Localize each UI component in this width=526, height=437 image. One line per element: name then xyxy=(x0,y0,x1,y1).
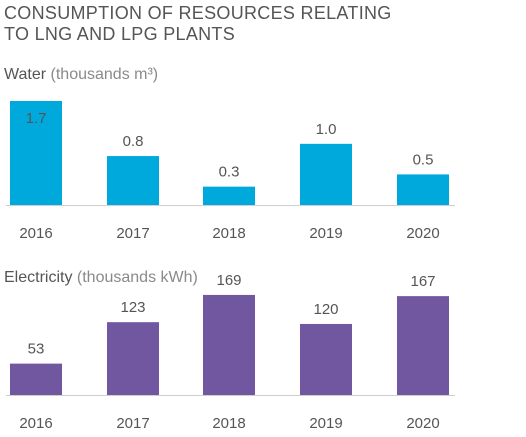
water-value-label-2017: 0.8 xyxy=(123,133,144,150)
electricity-chart-unit: (thousands kWh) xyxy=(76,269,198,286)
water-tick-label-2020: 2020 xyxy=(406,225,439,242)
electricity-bar-2018 xyxy=(203,294,255,395)
water-value-label-2016: 1.7 xyxy=(26,110,47,127)
page-title: CONSUMPTION OF RESOURCES RELATING TO LNG… xyxy=(4,3,392,45)
page-title-line2: TO LNG AND LPG PLANTS xyxy=(4,24,236,44)
water-tick-label-2017: 2017 xyxy=(116,225,149,242)
electricity-chart-name: Electricity xyxy=(4,269,73,286)
water-chart-title: Water (thousands m³) xyxy=(4,66,158,84)
electricity-bar-2016 xyxy=(10,363,62,395)
electricity-tick-label-2019: 2019 xyxy=(309,415,342,432)
water-bar-2018 xyxy=(203,186,255,205)
electricity-tick-label-2018: 2018 xyxy=(212,415,245,432)
electricity-bar-2019 xyxy=(300,323,352,395)
water-bar-2020 xyxy=(397,174,449,205)
electricity-value-label-2019: 120 xyxy=(313,301,338,318)
water-bar-2016 xyxy=(10,101,62,205)
water-tick-label-2019: 2019 xyxy=(309,225,342,242)
electricity-bar-2017 xyxy=(107,322,159,395)
electricity-chart-title: Electricity (thousands kWh) xyxy=(4,269,198,287)
water-bar-chart: 1.7 2016 0.8 2017 0.3 2018 1.0 2019 0.5 2020 xyxy=(6,101,455,242)
electricity-value-label-2016: 53 xyxy=(28,341,45,358)
water-chart-name: Water xyxy=(4,66,47,83)
water-chart-unit: (thousands m³) xyxy=(50,66,159,83)
water-value-label-2020: 0.5 xyxy=(413,151,434,168)
water-value-label-2018: 0.3 xyxy=(219,164,240,181)
electricity-tick-label-2016: 2016 xyxy=(19,415,52,432)
water-bar-2019 xyxy=(300,143,352,205)
electricity-bar-2020 xyxy=(397,296,449,395)
electricity-value-label-2020: 167 xyxy=(410,273,435,290)
water-tick-label-2018: 2018 xyxy=(212,225,245,242)
electricity-value-label-2017: 123 xyxy=(120,299,145,316)
water-tick-label-2016: 2016 xyxy=(19,225,52,242)
electricity-tick-label-2020: 2020 xyxy=(406,415,439,432)
page-title-line1: CONSUMPTION OF RESOURCES RELATING xyxy=(4,3,392,23)
water-bar-2017 xyxy=(107,156,159,205)
electricity-value-label-2018: 169 xyxy=(216,272,241,289)
water-value-label-2019: 1.0 xyxy=(316,121,337,138)
electricity-bar-chart: 53 2016 123 2017 169 2018 120 2019 167 2020 xyxy=(6,272,455,432)
electricity-tick-label-2017: 2017 xyxy=(116,415,149,432)
